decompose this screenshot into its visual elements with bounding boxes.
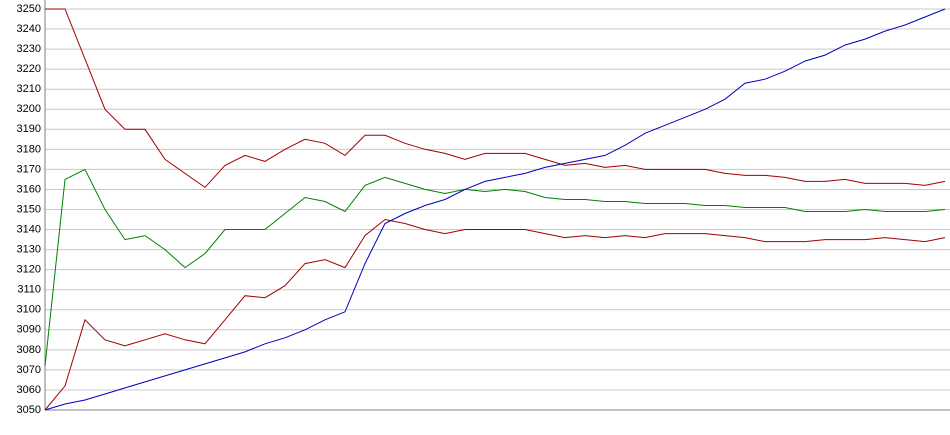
- y-tick-label: 3190: [17, 123, 41, 135]
- y-tick-label: 3230: [17, 43, 41, 55]
- y-tick-label: 3180: [17, 143, 41, 155]
- y-tick-label: 3150: [17, 203, 41, 215]
- y-tick-label: 3090: [17, 324, 41, 336]
- series-line: [45, 8, 946, 189]
- series-line: [44, 168, 946, 366]
- y-tick-label: 3140: [17, 223, 41, 235]
- y-tick-label: 3120: [17, 264, 41, 276]
- y-tick-label: 3250: [17, 3, 41, 15]
- y-tick-label: 3210: [17, 83, 41, 95]
- y-tick-label: 3100: [17, 304, 41, 316]
- y-tick-label: 3110: [17, 284, 41, 296]
- y-tick-label: 3050: [17, 404, 41, 416]
- y-tick-label: 3160: [17, 183, 41, 195]
- series-line: [44, 218, 946, 411]
- y-tick-label: 3080: [17, 344, 41, 356]
- y-tick-label: 3070: [17, 364, 41, 376]
- y-tick-label: 3220: [17, 63, 41, 75]
- y-tick-label: 3240: [17, 23, 41, 35]
- y-tick-label: 3130: [17, 244, 41, 256]
- series-line: [44, 8, 946, 411]
- y-tick-label: 3170: [17, 163, 41, 175]
- y-tick-label: 3060: [17, 384, 41, 396]
- y-tick-label: 3200: [17, 103, 41, 115]
